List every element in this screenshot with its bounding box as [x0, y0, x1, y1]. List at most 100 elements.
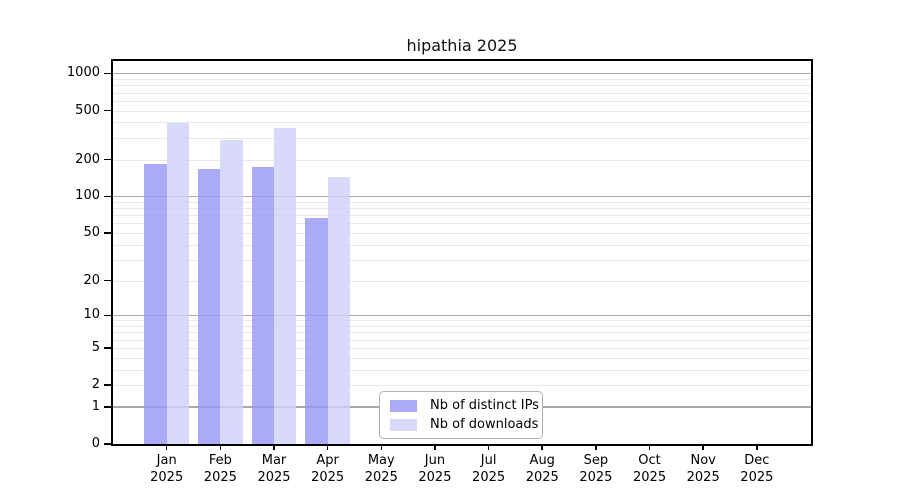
y-tick-label-200: 200	[75, 151, 100, 167]
gridline-10	[113, 314, 811, 317]
x-tick-year: 2025	[364, 470, 398, 485]
gridline-7	[113, 332, 811, 334]
x-tick-year: 2025	[633, 470, 667, 485]
y-tick-label-1000: 1000	[66, 65, 100, 81]
x-tick-mark-jan	[165, 444, 168, 450]
x-tick-month: Dec	[744, 453, 770, 468]
x-tick-mark-jul	[487, 444, 490, 450]
y-tick-mark-100	[104, 195, 111, 198]
legend-label-downloads: Nb of downloads	[430, 417, 539, 432]
gridline-200	[113, 159, 811, 161]
legend-row-distinct-ips: Nb of distinct IPs	[390, 398, 539, 413]
x-tick-month: Nov	[690, 453, 716, 468]
x-tick-label-oct: Oct 2025	[608, 452, 692, 486]
gridline-50	[113, 233, 811, 235]
x-tick-month: Feb	[208, 453, 232, 468]
y-tick-label-500: 500	[75, 102, 100, 118]
chart-title: hipathia 2025	[406, 36, 518, 55]
x-tick-mark-may	[380, 444, 383, 450]
x-tick-label-jan: Jan 2025	[125, 452, 209, 486]
y-tick-mark-50	[104, 232, 111, 234]
gridline-2	[113, 385, 811, 387]
legend-swatch-distinct-ips	[390, 399, 417, 412]
legend-row-downloads: Nb of downloads	[390, 417, 538, 432]
y-tick-label-1: 1	[91, 398, 100, 414]
y-tick-label-2: 2	[91, 377, 100, 393]
x-tick-mark-oct	[648, 444, 651, 450]
gridline-4	[113, 357, 811, 359]
x-tick-month: Sep	[583, 453, 609, 468]
gridline-60	[113, 223, 811, 225]
x-tick-month: Aug	[529, 453, 555, 468]
x-tick-month: Jan	[156, 453, 177, 468]
x-tick-mark-mar	[273, 444, 275, 450]
bar-nb-of-downloads-apr	[327, 176, 350, 444]
y-tick-mark-10	[104, 314, 111, 317]
x-tick-year: 2025	[418, 470, 452, 485]
x-tick-year: 2025	[203, 470, 237, 485]
x-tick-year: 2025	[740, 470, 774, 485]
x-tick-label-may: May 2025	[339, 452, 423, 486]
y-tick-mark-1000	[104, 72, 111, 75]
y-tick-mark-200	[104, 158, 111, 161]
x-tick-month: Jul	[480, 453, 497, 468]
gridline-20	[113, 280, 811, 282]
gridline-5	[113, 347, 811, 349]
x-tick-mark-apr	[326, 444, 329, 450]
x-tick-mark-feb	[219, 444, 222, 450]
gridline-80	[113, 208, 811, 210]
x-tick-year: 2025	[686, 470, 720, 485]
y-tick-mark-20	[104, 279, 111, 282]
bar-nb-of-downloads-mar	[274, 128, 297, 444]
y-tick-label-20: 20	[83, 272, 100, 288]
gridline-900	[113, 79, 811, 81]
y-tick-mark-1	[104, 406, 111, 408]
gridline-70	[113, 215, 811, 217]
y-tick-label-10: 10	[83, 307, 100, 323]
x-tick-label-apr: Apr 2025	[286, 452, 370, 486]
x-tick-year: 2025	[472, 470, 506, 485]
x-tick-label-aug: Aug 2025	[500, 452, 584, 486]
gridline-6	[113, 339, 811, 341]
bar-nb-of-downloads-jan	[166, 123, 189, 444]
x-tick-label-feb: Feb 2025	[178, 452, 262, 486]
x-tick-year: 2025	[525, 470, 559, 485]
gridline-8	[113, 326, 811, 328]
x-tick-month: Apr	[316, 453, 339, 468]
gridline-40	[113, 244, 811, 246]
gridline-30	[113, 259, 811, 261]
bar-nb-of-distinct-ips-mar	[251, 166, 274, 444]
x-tick-label-sep: Sep 2025	[554, 452, 638, 486]
x-tick-label-mar: Mar 2025	[232, 452, 316, 486]
x-tick-label-jul: Jul 2025	[447, 452, 531, 486]
x-tick-year: 2025	[579, 470, 613, 485]
bar-nb-of-distinct-ips-jan	[144, 163, 167, 444]
gridline-9	[113, 320, 811, 322]
gridline-500	[113, 110, 811, 112]
x-tick-year: 2025	[311, 470, 345, 485]
x-tick-mark-nov	[702, 444, 704, 450]
gridline-700	[113, 92, 811, 94]
x-tick-year: 2025	[257, 470, 291, 485]
x-tick-month: Oct	[638, 453, 661, 468]
x-tick-mark-sep	[595, 444, 597, 450]
gridline-3	[113, 369, 811, 371]
x-tick-month: Mar	[261, 453, 287, 468]
y-tick-label-50: 50	[83, 225, 100, 241]
x-tick-label-nov: Nov 2025	[661, 452, 745, 486]
legend: Nb of distinct IPs Nb of downloads	[379, 391, 543, 439]
x-tick-label-jun: Jun 2025	[393, 452, 477, 486]
y-tick-mark-500	[104, 109, 111, 112]
y-tick-mark-0	[104, 443, 111, 445]
gridline-400	[113, 122, 811, 124]
legend-label-distinct-ips: Nb of distinct IPs	[430, 398, 539, 413]
x-tick-mark-dec	[756, 444, 758, 450]
gridline-300	[113, 137, 811, 139]
gridline-100	[113, 196, 811, 198]
legend-swatch-downloads	[390, 418, 417, 431]
y-tick-label-5: 5	[91, 339, 100, 355]
gridline-800	[113, 85, 811, 87]
gridline-90	[113, 202, 811, 204]
x-tick-year: 2025	[150, 470, 184, 485]
x-tick-label-dec: Dec 2025	[715, 452, 799, 486]
